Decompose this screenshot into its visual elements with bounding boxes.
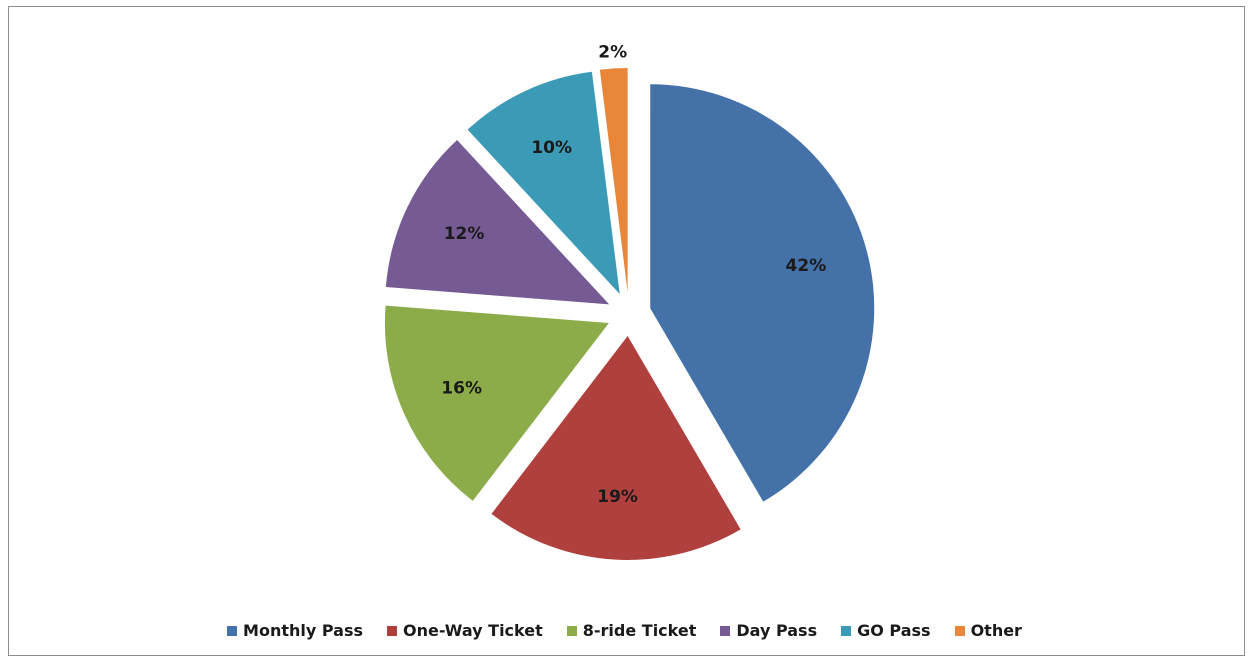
pie-label-one-way-ticket: 19% [597, 487, 638, 507]
legend-label: GO Pass [857, 621, 931, 640]
pie-slice-other [599, 68, 628, 293]
legend-item-monthly-pass: Monthly Pass [227, 621, 363, 640]
pie-slice-go-pass [467, 71, 620, 295]
pie-slice-day-pass [385, 139, 610, 305]
legend-swatch [720, 625, 731, 636]
pie-label-go-pass: 10% [531, 138, 572, 158]
pie-labels: 42% 19% 16% 12% 10% 2% [441, 43, 826, 507]
legend-label: Monthly Pass [243, 621, 363, 640]
legend-item-day-pass: Day Pass [720, 621, 817, 640]
legend-item-one-way-ticket: One-Way Ticket [387, 621, 543, 640]
legend-item-go-pass: GO Pass [841, 621, 931, 640]
legend-swatch [566, 625, 577, 636]
legend-item-8-ride-ticket: 8-ride Ticket [566, 621, 697, 640]
pie-label-day-pass: 12% [444, 224, 485, 244]
pie-slices [384, 68, 875, 560]
chart-legend: Monthly Pass One-Way Ticket 8-ride Ticket D… [0, 621, 1249, 640]
legend-label: Day Pass [736, 621, 818, 640]
pie-label-monthly-pass: 42% [786, 256, 827, 276]
legend-swatch [841, 625, 852, 636]
legend-label: One-Way Ticket [403, 621, 543, 640]
legend-swatch [954, 625, 965, 636]
pie-label-8-ride-ticket: 16% [441, 379, 482, 399]
legend-swatch [227, 625, 238, 636]
legend-item-other: Other [954, 621, 1022, 640]
pie-slice-one-way-ticket [491, 335, 741, 560]
pie-slice-8-ride-ticket [384, 305, 609, 501]
legend-label: 8-ride Ticket [582, 621, 697, 640]
pie-label-other: 2% [598, 43, 627, 63]
legend-label: Other [970, 621, 1022, 640]
pie-slice-monthly-pass [650, 84, 875, 502]
legend-swatch [387, 625, 397, 636]
